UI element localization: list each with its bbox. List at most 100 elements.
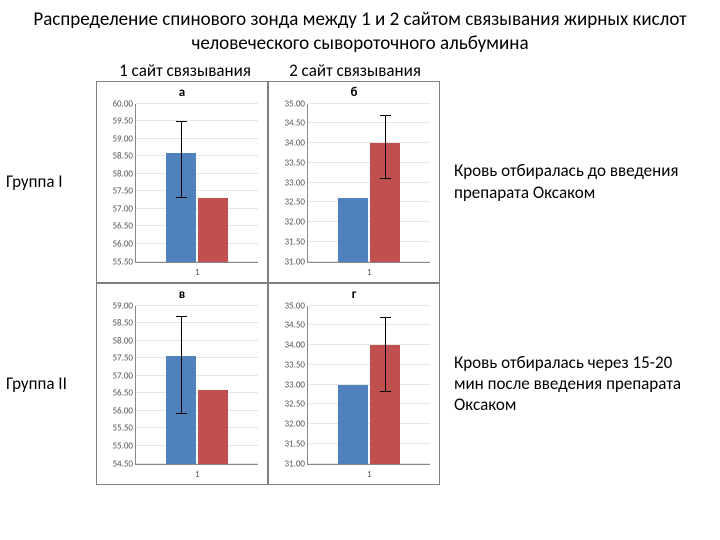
ytick-label: 56.50 [112,221,136,232]
gridline [308,142,430,143]
ytick-label: 35.00 [284,300,308,311]
gridline [136,155,258,156]
plot-area: 55.5056.0056.5057.0057.5058.0058.5059.00… [135,104,258,263]
ytick-label: 34.50 [284,118,308,129]
ytick-label: 31.00 [284,256,308,267]
gridline [308,324,430,325]
ytick-label: 57.50 [112,353,136,364]
ytick-label: 31.00 [284,458,308,469]
gridline [308,384,430,385]
bar [198,198,228,261]
gridline [308,241,430,242]
ytick-label: 33.00 [284,177,308,188]
ytick-label: 55.00 [112,440,136,451]
gridline [136,340,258,341]
ytick-label: 34.50 [284,320,308,331]
panel-b: б31.0031.5032.0032.5033.0033.5034.0034.5… [268,81,440,283]
ytick-label: 58.00 [112,335,136,346]
ytick-label: 35.00 [284,98,308,109]
gridline [308,305,430,306]
ytick-label: 58.00 [112,168,136,179]
error-bar [385,115,386,178]
ytick-label: 33.50 [284,359,308,370]
row-2: Группа II в54.5055.0055.5056.0056.5057.0… [0,283,720,485]
error-bar [385,317,386,392]
gridline [308,344,430,345]
ytick-label: 32.00 [284,217,308,228]
col1-label: 1 сайт связывания [100,60,270,81]
ytick-label: 57.00 [112,370,136,381]
gridline [308,103,430,104]
ytick-label: 32.50 [284,399,308,410]
ytick-label: 60.00 [112,98,136,109]
ytick-label: 57.50 [112,186,136,197]
ytick-label: 58.50 [112,151,136,162]
gridline [308,403,430,404]
column-headers: 1 сайт связывания 2 сайт связывания [100,60,720,81]
ytick-label: 54.50 [112,458,136,469]
gridline [308,201,430,202]
ytick-label: 33.00 [284,379,308,390]
ytick-label: 58.50 [112,318,136,329]
gridline [136,138,258,139]
gridline [308,463,430,464]
plot-area: 31.0031.5032.0032.5033.0033.5034.0034.50… [307,104,430,263]
gridline [136,173,258,174]
ytick-label: 32.00 [284,419,308,430]
gridline [308,162,430,163]
ytick-label: 34.00 [284,340,308,351]
ytick-label: 56.00 [112,405,136,416]
ytick-label: 34.00 [284,138,308,149]
caption-1: Кровь отбиралась до введения препарата О… [440,160,684,203]
gridline [308,221,430,222]
x-label: 1 [367,267,372,278]
gridline [136,120,258,121]
gridline [136,305,258,306]
row-1: Группа I а55.5056.0056.5057.0057.5058.00… [0,81,720,283]
gridline [136,243,258,244]
gridline [308,122,430,123]
ytick-label: 55.50 [112,256,136,267]
gridline [136,427,258,428]
ytick-label: 31.50 [284,236,308,247]
gridline [136,463,258,464]
gridline [136,410,258,411]
gridline [136,225,258,226]
x-label: 1 [367,469,372,480]
ytick-label: 59.00 [112,300,136,311]
gridline [308,364,430,365]
error-bar [181,121,182,198]
gridline [136,208,258,209]
bar [198,390,228,464]
panel-a: а55.5056.0056.5057.0057.5058.0058.5059.0… [96,81,268,283]
bar [338,198,368,261]
gridline [136,392,258,393]
gridline [308,423,430,424]
gridline [136,322,258,323]
ytick-label: 56.50 [112,388,136,399]
x-label: 1 [195,267,200,278]
plot-area: 31.0031.5032.0032.5033.0033.5034.0034.50… [307,306,430,465]
x-label: 1 [195,469,200,480]
gridline [136,357,258,358]
group2-label: Группа II [0,373,96,394]
col2-label: 2 сайт связывания [270,60,440,81]
group1-label: Группа I [0,171,96,192]
plot-area: 54.5055.0055.5056.0056.5057.0057.5058.00… [135,306,258,465]
gridline [136,190,258,191]
bar [338,385,368,464]
panel-g: г31.0031.5032.0032.5033.0033.5034.0034.5… [268,283,440,485]
caption-2: Кровь отбиралась через 15-20 мин после в… [440,352,684,416]
ytick-label: 31.50 [284,438,308,449]
gridline [136,261,258,262]
slide-title: Распределение спинового зонда между 1 и … [0,0,720,60]
gridline [136,375,258,376]
ytick-label: 33.50 [284,157,308,168]
ytick-label: 55.50 [112,423,136,434]
panel-v: в54.5055.0055.5056.0056.5057.0057.5058.0… [96,283,268,485]
gridline [136,103,258,104]
gridline [308,261,430,262]
ytick-label: 59.00 [112,133,136,144]
gridline [308,443,430,444]
gridline [308,182,430,183]
